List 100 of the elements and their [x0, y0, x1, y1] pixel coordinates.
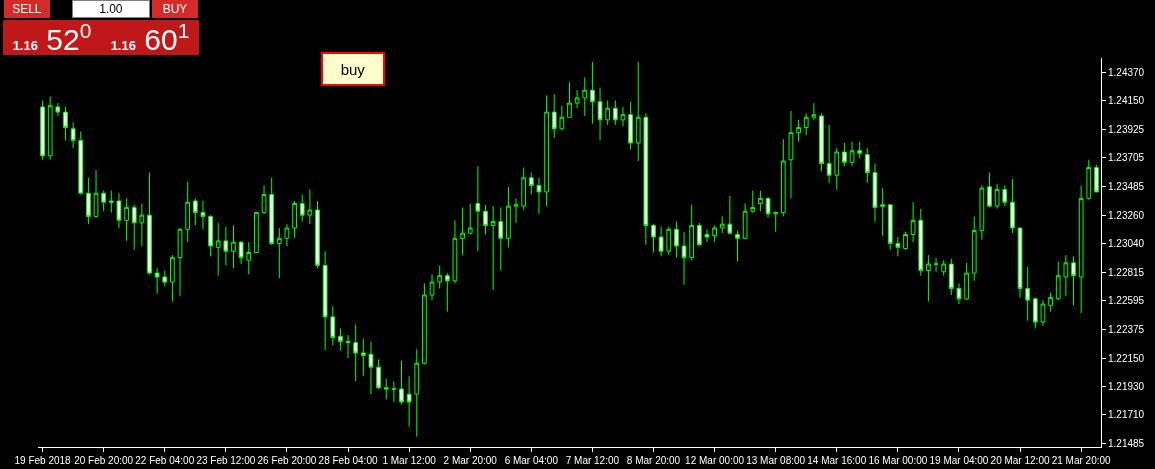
candlestick: [719, 215, 725, 234]
candlestick: [971, 215, 977, 282]
candlestick: [834, 147, 840, 190]
candlestick: [674, 221, 679, 259]
candlestick: [842, 142, 847, 167]
candlestick: [162, 270, 168, 287]
x-tick-label: 13 Mar 08:00: [746, 455, 806, 466]
candlestick: [338, 328, 343, 351]
candlestick: [1032, 297, 1038, 329]
candlestick: [307, 188, 313, 225]
x-tick-label: 6 Mar 04:00: [504, 455, 559, 466]
candlestick: [612, 100, 618, 126]
candlestick: [819, 112, 824, 172]
candlestick: [727, 195, 733, 235]
candlestick: [1094, 164, 1099, 193]
candlestick: [467, 203, 473, 235]
candlestick: [994, 183, 1000, 210]
candlestick: [284, 223, 290, 247]
candlestick: [826, 124, 832, 184]
candlestick: [620, 106, 626, 127]
candlestick: [964, 262, 969, 301]
x-tick-label: 14 Mar 16:00: [807, 455, 867, 466]
y-tick-label: 1.21930: [1108, 380, 1145, 392]
candlestick: [116, 192, 122, 229]
candlestick: [803, 112, 809, 136]
x-tick-label: 8 Mar 20:00: [626, 455, 681, 466]
candlestick: [536, 177, 542, 215]
candlestick: [322, 250, 328, 351]
text: 1.16 60$^{1}$: [110, 18, 190, 57]
x-tick-label: 16 Mar 00:00: [868, 455, 928, 466]
candlestick: [315, 200, 320, 269]
candlestick: [712, 224, 717, 243]
x-tick-label: 26 Feb 20:00: [257, 455, 317, 466]
candlestick: [742, 203, 748, 241]
candlestick: [498, 206, 504, 272]
candlestick: [353, 324, 359, 382]
candlestick: [1055, 261, 1061, 301]
candlestick: [1048, 291, 1053, 313]
candlestick: [872, 163, 878, 223]
candlestick: [551, 93, 557, 139]
candlestick: [1017, 227, 1023, 299]
candlestick: [475, 165, 481, 252]
candlestick: [177, 227, 183, 297]
candlestick: [101, 190, 107, 212]
y-tick-label: 1.22375: [1108, 323, 1145, 335]
x-tick-label: 19 Mar 04:00: [929, 455, 989, 466]
candlestick: [689, 204, 695, 261]
candlestick: [574, 89, 580, 109]
candlestick: [414, 348, 420, 438]
candlestick: [635, 61, 641, 162]
candlestick: [422, 282, 427, 366]
x-tick-label: 23 Feb 12:00: [196, 455, 256, 466]
candlestick: [460, 206, 465, 256]
candlestick: [124, 197, 129, 242]
y-tick-label: 1.21710: [1108, 409, 1145, 421]
annotation: buy: [340, 60, 366, 78]
y-tick-label: 1.22150: [1108, 352, 1145, 364]
candlestick: [559, 105, 565, 131]
candlestick: [170, 254, 175, 302]
y-tick-label: 1.23485: [1108, 180, 1145, 192]
candlestick: [40, 100, 45, 161]
candlestick: [796, 119, 801, 143]
candlestick: [261, 185, 267, 215]
candlestick: [383, 378, 389, 400]
x-tick-label: 7 Mar 12:00: [565, 455, 620, 466]
candlestick: [895, 236, 901, 257]
candlestick: [918, 208, 924, 277]
x-tick-label: 1 Mar 12:00: [382, 455, 437, 466]
candlestick: [208, 214, 213, 257]
x-tick-label: 19 Feb 2018: [14, 455, 72, 466]
candlestick: [360, 338, 366, 377]
candlestick: [78, 130, 84, 196]
x-tick-label: 22 Feb 04:00: [135, 455, 195, 466]
candlestick: [108, 190, 114, 214]
candlestick: [979, 185, 985, 241]
candlestick: [651, 223, 656, 253]
candlestick: [406, 375, 412, 427]
candlestick: [330, 306, 336, 346]
candlestick: [513, 197, 519, 224]
candlestick: [391, 380, 397, 403]
candlestick: [200, 200, 206, 230]
y-tick-label: 1.24370: [1108, 66, 1145, 78]
text: 1.00: [99, 2, 123, 16]
candlestick: [948, 258, 954, 296]
candlestick: [490, 205, 496, 291]
x-tick-label: 20 Feb 20:00: [74, 455, 134, 466]
candlestick: [238, 240, 244, 265]
candlestick: [780, 138, 786, 217]
candlestick: [55, 102, 61, 117]
candlestick: [376, 358, 381, 390]
candlestick: [567, 81, 572, 118]
candlestick: [47, 96, 53, 161]
candlestick: [658, 226, 664, 257]
candlestick: [643, 112, 649, 246]
candlestick: [544, 94, 549, 207]
candlestick: [1071, 255, 1076, 306]
candlestick: [254, 212, 259, 253]
candlestick: [857, 141, 863, 159]
candlestick: [185, 181, 191, 243]
candlestick: [483, 204, 488, 235]
